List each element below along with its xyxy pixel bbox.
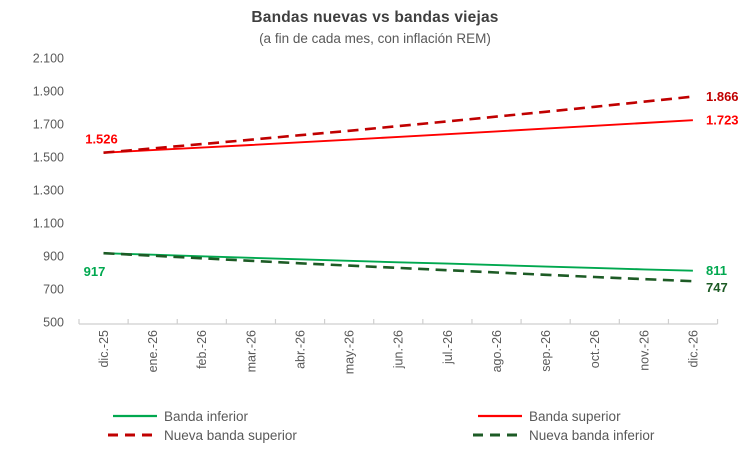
data-label-start: 917 bbox=[84, 264, 106, 279]
legend-label: Nueva banda superior bbox=[164, 427, 297, 443]
data-label-end: 1.723 bbox=[706, 113, 739, 128]
x-axis-category-label: feb.-26 bbox=[195, 330, 209, 369]
series-line-banda-inferior bbox=[103, 252, 693, 272]
series-line-banda-superior bbox=[103, 119, 693, 154]
y-axis-tick-label: 1.700 bbox=[33, 118, 64, 132]
legend-item-banda-inferior: Banda inferior bbox=[107, 407, 472, 425]
legend-item-nueva-banda-inferior: Nueva banda inferior bbox=[472, 426, 654, 444]
y-axis-tick-label: 1.300 bbox=[33, 184, 64, 198]
x-axis-category-label: jul.-26 bbox=[441, 330, 455, 365]
y-axis-tick-label: 500 bbox=[43, 316, 64, 330]
y-axis-tick-label: 700 bbox=[43, 283, 64, 297]
legend-swatch-solid bbox=[113, 414, 157, 418]
x-axis-category-label: abr.-26 bbox=[293, 330, 307, 369]
legend-label: Nueva banda inferior bbox=[529, 427, 655, 443]
data-label-end: 811 bbox=[706, 263, 727, 278]
legend-swatch-solid bbox=[478, 414, 522, 418]
x-axis-category-label: mar.-26 bbox=[244, 330, 258, 372]
legend-item-banda-superior: Banda superior bbox=[472, 407, 654, 425]
x-axis-category-label: dic.-25 bbox=[97, 330, 111, 368]
data-label-end: 1.866 bbox=[706, 89, 739, 104]
x-axis-category-label: ago.-26 bbox=[490, 330, 504, 372]
x-axis-category-label: jun.-26 bbox=[392, 330, 406, 369]
series-line-nueva-banda-inferior bbox=[103, 251, 693, 283]
x-axis-category-label: sep.-26 bbox=[539, 330, 553, 372]
legend-swatch-dashed bbox=[108, 433, 157, 437]
y-axis-tick-label: 1.100 bbox=[33, 217, 64, 231]
data-label-start: 1.526 bbox=[85, 132, 118, 147]
x-axis-category-label: ene.-26 bbox=[146, 330, 160, 372]
chart-title: Bandas nuevas vs bandas viejas bbox=[251, 9, 499, 26]
data-label-end: 747 bbox=[706, 280, 728, 295]
legend-label: Banda superior bbox=[529, 408, 621, 424]
chart-subtitle: (a fin de cada mes, con inflación REM) bbox=[259, 31, 491, 46]
chart-legend: Banda inferior Banda superior Nueva banda … bbox=[107, 407, 654, 444]
x-axis-category-label: may.-26 bbox=[343, 330, 357, 374]
y-axis-tick-label: 1.500 bbox=[33, 151, 64, 165]
y-axis-tick-label: 1.900 bbox=[33, 85, 64, 99]
y-axis-tick-label: 2.100 bbox=[33, 52, 64, 66]
y-axis-tick-label: 900 bbox=[43, 250, 64, 264]
legend-item-nueva-banda-superior: Nueva banda superior bbox=[107, 426, 472, 444]
series-line-nueva-banda-superior bbox=[103, 95, 694, 154]
x-axis-category-label: dic.-26 bbox=[686, 330, 700, 368]
legend-label: Banda inferior bbox=[164, 408, 249, 424]
x-axis-category-label: nov.-26 bbox=[637, 330, 651, 371]
x-axis-category-label: oct.-26 bbox=[588, 330, 602, 368]
legend-swatch-dashed bbox=[473, 433, 522, 437]
